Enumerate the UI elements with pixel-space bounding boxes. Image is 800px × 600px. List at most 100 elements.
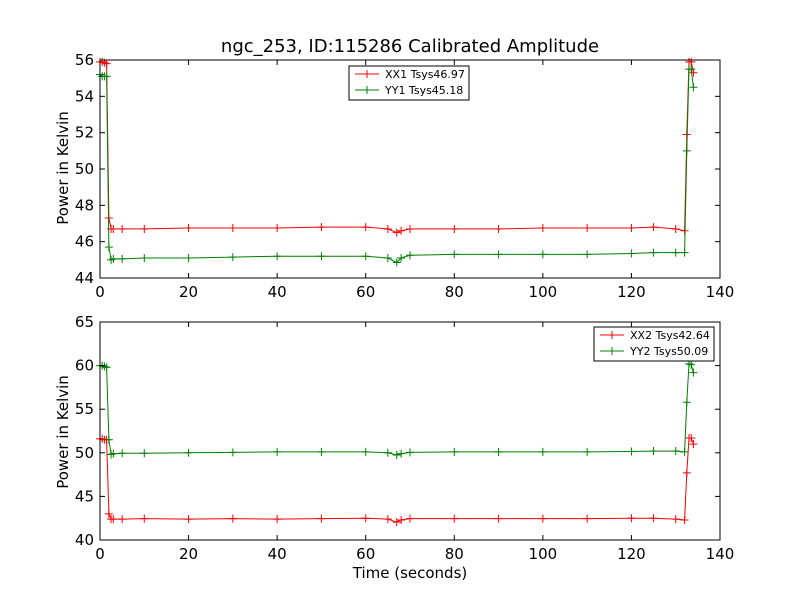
top-series-point — [494, 224, 503, 233]
top-legend-box — [348, 65, 470, 101]
bottom-axes-frame — [99, 321, 721, 541]
bottom-legend: XX2 Tsys42.64 YY2 Tsys50.09 — [593, 326, 715, 362]
bottom-series-point — [228, 514, 237, 523]
bottom-x-tick-label: 40 — [268, 545, 287, 563]
top-series-point — [184, 224, 193, 233]
top-y-tick-label: 52 — [75, 124, 94, 142]
bottom-series-point — [680, 447, 689, 456]
bottom-series-point — [184, 515, 193, 524]
top-y-tick-label: 56 — [75, 51, 94, 69]
bottom-series-point — [361, 447, 370, 456]
bottom-series-point — [671, 447, 680, 456]
top-y-tick-label: 50 — [75, 160, 94, 178]
top-panel: ngc_253, ID:115286 Calibrated Amplitude … — [54, 36, 734, 301]
bottom-legend-box — [593, 326, 715, 362]
top-x-tick-label: 140 — [706, 283, 735, 301]
bottom-series-point — [627, 514, 636, 523]
top-series-point — [450, 224, 459, 233]
bottom-series-point — [687, 433, 696, 442]
bottom-series-point — [450, 447, 459, 456]
top-series-point — [184, 254, 193, 263]
bottom-x-tick-label: 100 — [529, 545, 558, 563]
top-series-point — [317, 252, 326, 261]
bottom-series-point — [538, 514, 547, 523]
legend-marker-yy1 — [363, 86, 371, 94]
top-series-point — [392, 228, 401, 237]
top-y-tick-label: 46 — [75, 233, 94, 251]
bottom-y-tick-label: 40 — [75, 531, 94, 549]
bottom-y-tick-label: 65 — [75, 313, 94, 331]
bottom-series-point — [383, 448, 392, 457]
top-series-point — [317, 223, 326, 232]
top-series-point — [104, 243, 113, 252]
legend-label-yy1: YY1 Tsys45.18 — [384, 84, 463, 97]
top-series-point — [649, 248, 658, 257]
top-series-point — [649, 223, 658, 232]
bottom-series-point — [494, 447, 503, 456]
bottom-series-point — [450, 514, 459, 523]
top-series-point — [583, 250, 592, 259]
top-series-point — [671, 224, 680, 233]
bottom-x-tick-label: 20 — [179, 545, 198, 563]
top-series-point — [361, 252, 370, 261]
bottom-plot-area: 0 20 40 60 80 100 120 140 40 45 50 55 60 65 — [75, 313, 734, 563]
bottom-series-point — [104, 435, 113, 444]
x-axis-label: Time (seconds) — [352, 564, 468, 582]
top-series-point — [397, 254, 406, 263]
bottom-series-point — [109, 515, 118, 524]
bottom-series-point — [273, 515, 282, 524]
top-series-point — [583, 224, 592, 233]
bottom-series-point — [649, 447, 658, 456]
top-series-point — [627, 249, 636, 258]
top-series-point — [140, 254, 149, 263]
bottom-series-1 — [96, 433, 698, 527]
top-series-point — [397, 226, 406, 235]
bottom-series-point — [109, 449, 118, 458]
top-series-point — [102, 72, 111, 81]
top-series-point — [383, 254, 392, 263]
bottom-series-point — [397, 449, 406, 458]
top-series-point — [118, 254, 127, 263]
bottom-series-point — [682, 398, 691, 407]
bottom-x-tick-label: 60 — [356, 545, 375, 563]
bottom-series-point — [102, 363, 111, 372]
legend-marker-yy2 — [608, 347, 616, 355]
legend-label-yy2: YY2 Tsys50.09 — [629, 345, 708, 358]
bottom-series-point — [627, 447, 636, 456]
bottom-series-point — [649, 514, 658, 523]
top-x-tick-label: 80 — [445, 283, 464, 301]
bottom-panel: Power in Kelvin Time (seconds) 0 20 40 60 80… — [54, 313, 734, 582]
bottom-y-tick-label: 50 — [75, 444, 94, 462]
bottom-series-point — [104, 509, 113, 518]
top-series-point — [140, 224, 149, 233]
top-series-point — [406, 251, 414, 260]
bottom-series-point — [397, 515, 406, 524]
top-series-point — [109, 254, 118, 263]
bottom-series-point — [317, 447, 326, 456]
bottom-series-point — [680, 515, 689, 524]
top-series-point — [361, 223, 370, 232]
top-series-point — [671, 248, 680, 257]
legend-marker-xx1 — [363, 70, 371, 78]
top-series-point — [538, 250, 547, 259]
bottom-series-point — [583, 447, 592, 456]
bottom-x-tick-label: 140 — [706, 545, 735, 563]
top-series-point — [228, 253, 237, 262]
top-series-point — [118, 224, 127, 233]
top-x-tick-label: 40 — [268, 283, 287, 301]
top-series-2 — [96, 65, 698, 267]
top-series-point — [687, 65, 696, 74]
bottom-series-point — [228, 448, 237, 457]
top-y-axis-label: Power in Kelvin — [54, 111, 72, 225]
bottom-series-point — [317, 514, 326, 523]
top-legend: XX1 Tsys46.97 YY1 Tsys45.18 — [348, 65, 470, 101]
top-x-tick-label: 0 — [95, 283, 105, 301]
top-y-tick-label: 48 — [75, 196, 94, 214]
bottom-series-2 — [96, 359, 698, 459]
bottom-series-point — [689, 440, 698, 449]
bottom-x-tick-label: 0 — [95, 545, 105, 563]
bottom-series-point — [406, 514, 414, 523]
bottom-series-point — [687, 360, 696, 369]
bottom-series-point — [538, 447, 547, 456]
bottom-series-point — [140, 514, 149, 523]
